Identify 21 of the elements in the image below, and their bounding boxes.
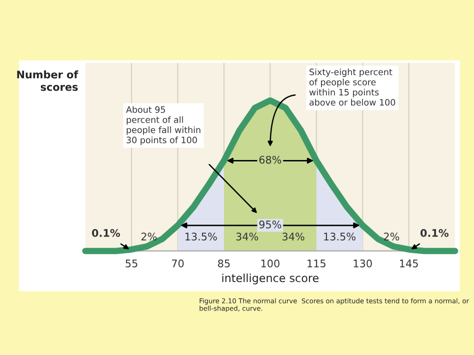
annotation: 34%: [236, 232, 258, 240]
x-tick-label: 55: [126, 260, 138, 268]
annotation: Sixty-eight percent of people score within 15 points above or below 100: [309, 68, 396, 106]
band-label: 95%: [259, 220, 282, 228]
annotation: 13.5%: [324, 232, 356, 240]
annotation: 0.1%: [420, 229, 449, 237]
annotation: 0.1%: [92, 229, 120, 237]
band-label: 68%: [259, 156, 282, 164]
y-axis-title: Number of scores: [17, 70, 78, 91]
annotation: 34%: [282, 232, 304, 240]
x-axis-title: intelligence score: [222, 274, 319, 284]
x-tick-label: 100: [261, 260, 280, 268]
annotation: 2%: [384, 232, 400, 240]
annotation: About 95 percent of all people fall within 30 points of 100: [126, 106, 200, 145]
x-tick-label: 85: [218, 260, 230, 268]
x-tick-label: 145: [400, 260, 418, 268]
x-tick-label: 70: [172, 260, 184, 268]
annotation: 2%: [141, 232, 157, 240]
annotation: 13.5%: [185, 232, 217, 240]
x-tick-label: 130: [354, 260, 372, 268]
x-tick-label: 115: [308, 260, 326, 268]
